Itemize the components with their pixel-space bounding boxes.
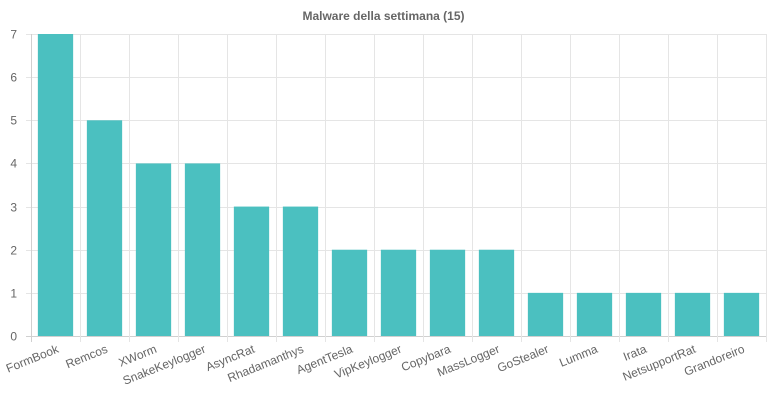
bar-xworm[interactable]: [135, 163, 172, 336]
grid-lines: [26, 34, 767, 342]
y-axis-ticks: 0 1 2 3 4 5 6 7: [10, 28, 17, 344]
bar-formbook[interactable]: [37, 34, 74, 336]
y-tick-label: 7: [10, 28, 17, 42]
bar-remcos[interactable]: [86, 120, 123, 337]
bar-vipkeylogger[interactable]: [380, 249, 417, 336]
y-tick-label: 6: [10, 71, 17, 85]
y-tick-label: 4: [10, 157, 17, 171]
bar-masslogger[interactable]: [478, 249, 515, 336]
x-tick-label: Lumma: [557, 342, 600, 370]
bar-netsupportrat[interactable]: [674, 292, 711, 336]
x-tick-label: Remcos: [64, 342, 110, 371]
x-tick-label: FormBook: [4, 341, 61, 375]
bar-grandoreiro[interactable]: [723, 292, 760, 336]
chart-title: Malware della settimana (15): [302, 9, 464, 23]
bar-lumma[interactable]: [576, 292, 613, 336]
x-axis-ticks: FormBook Remcos XWormSnakeKeyloggerAsyncRa…: [4, 341, 747, 387]
x-tick-label: GoStealer: [495, 342, 550, 375]
bar-rhadamanthys[interactable]: [282, 206, 319, 336]
bar-copybara[interactable]: [429, 249, 466, 336]
bar-asyncrat[interactable]: [233, 206, 270, 336]
y-tick-label: 2: [10, 244, 17, 258]
y-tick-label: 3: [10, 201, 17, 215]
bar-irata[interactable]: [625, 292, 662, 336]
bars: [37, 34, 760, 337]
y-tick-label: 0: [10, 330, 17, 344]
y-tick-label: 1: [10, 287, 17, 301]
bar-agenttesla[interactable]: [331, 249, 368, 336]
bar-gostealer[interactable]: [527, 292, 564, 336]
y-tick-label: 5: [10, 114, 17, 128]
bar-snakekeylogger[interactable]: [184, 163, 221, 336]
